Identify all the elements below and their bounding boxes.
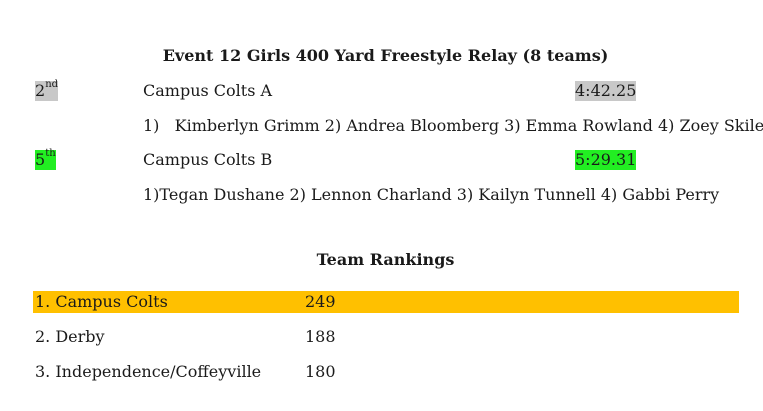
rank-highlight-bar (33, 291, 739, 313)
place-badge: 5th (35, 148, 56, 170)
relay-swimmers: 1) Kimberlyn Grimm 2) Andrea Bloomberg 3… (143, 116, 763, 135)
event-title: Event 12 Girls 400 Yard Freestyle Relay … (162, 46, 609, 65)
place-suffix: th (45, 148, 56, 159)
relay-time: 5:29.31 (575, 150, 637, 170)
place-badge: 2nd (35, 79, 59, 101)
ranking-team: 1. Campus Colts (35, 292, 168, 311)
ranking-team: 2. Derby (35, 327, 105, 346)
rankings-title: Team Rankings (316, 250, 455, 269)
relay-team-name: Campus Colts A (143, 81, 273, 100)
place-number: 5 (35, 150, 46, 169)
relay-time: 4:42.25 (575, 81, 637, 101)
relay-swimmers: 1)Tegan Dushane 2) Lennon Charland 3) Ka… (143, 185, 720, 204)
place-number: 2 (35, 81, 46, 100)
ranking-score: 188 (305, 327, 336, 346)
ranking-score: 180 (305, 362, 336, 381)
ranking-score: 249 (305, 292, 336, 311)
ranking-team: 3. Independence/Coffeyville (35, 362, 262, 381)
place-suffix: nd (45, 79, 59, 90)
relay-team-name: Campus Colts B (143, 150, 273, 169)
